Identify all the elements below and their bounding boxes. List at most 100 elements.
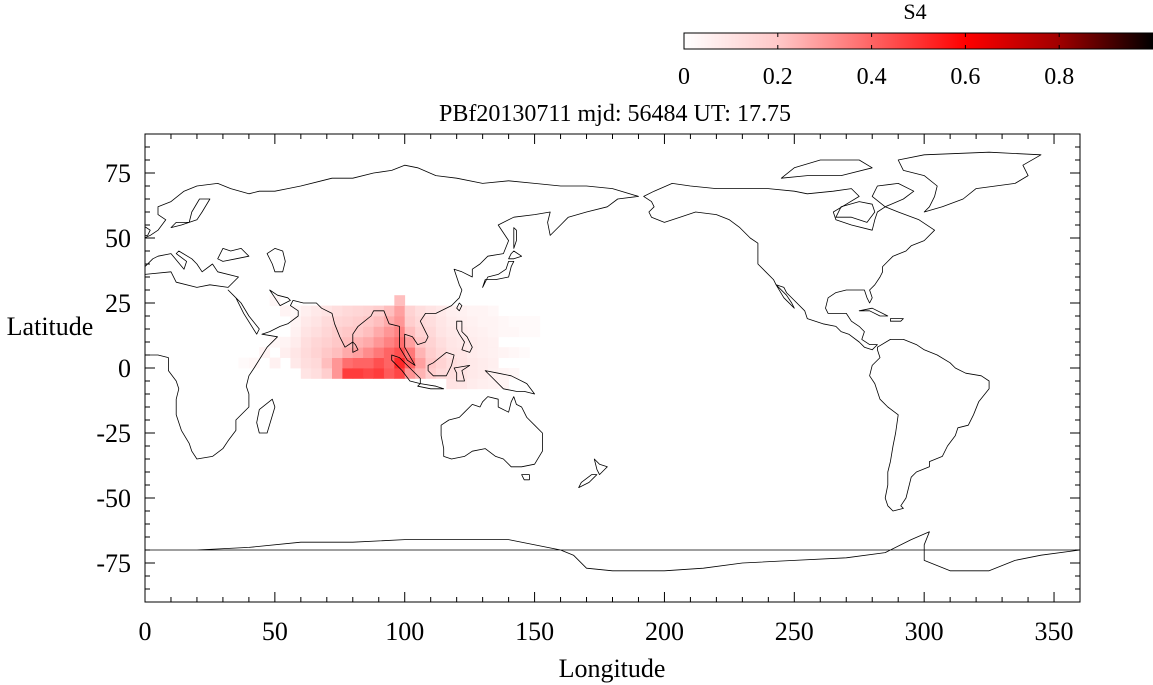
heatmap-cell [498,326,510,338]
y-tick-label: -75 [96,549,131,578]
y-axis-label: Latitude [7,312,94,341]
coastline-caspian [266,247,286,273]
heatmap-cell [404,316,416,327]
y-tick-label: -25 [96,419,131,448]
coastline-tasmania [521,474,530,481]
coastline-hudson [835,201,876,223]
heatmap-cell [415,368,426,379]
heatmap-cell [425,336,437,348]
heatmap-cell [456,347,468,358]
heatmap-cell [508,347,520,358]
plot-area [145,134,1080,602]
heatmap-cell [404,368,416,379]
coastline-greenland [897,151,1042,213]
heatmap-cell [425,347,437,358]
coastline-australia [440,396,543,468]
heatmap-cell [311,336,323,348]
heatmap-cell [415,357,426,369]
heatmap-cell [456,378,468,390]
coastline-nz-north [593,458,608,476]
coastline-baja [775,284,795,309]
y-tick-label: 75 [105,159,131,188]
coastline-hispaniola [890,318,904,322]
heatmap-cell [456,305,468,317]
heatmap-cell [519,326,530,338]
heatmap-cell [373,316,385,327]
heatmap-cell [477,336,489,348]
colorbar-tick-label: 0.4 [857,64,887,90]
colorbar-tick-label: 0.2 [763,64,793,90]
heatmap-cell [383,316,395,327]
heatmap-cell [508,326,520,338]
coastlines [145,151,1080,572]
heatmap-cell [446,316,458,327]
heatmap-cell [352,357,364,369]
heatmap-cell [290,316,302,327]
heatmap-cell [487,316,499,327]
heatmap-cell [321,336,333,348]
x-tick-label: 100 [385,617,424,646]
heatmap-cell [519,347,530,358]
heatmap-cell [363,347,374,358]
heatmap-cell [332,316,343,327]
coastline-sulawesi [453,364,471,382]
heatmap-cell [352,305,364,317]
heatmap-cell [321,357,333,369]
heatmap-cell [363,368,374,379]
heatmap-cell [311,316,323,327]
heatmap-cell [269,295,281,306]
heatmap-cell [477,305,489,317]
heatmap-cell [415,347,426,358]
coastline-arctic-islands [780,159,873,179]
heatmap-cell [290,336,302,348]
heatmap-cell [415,336,426,348]
heatmap-cell [342,326,354,338]
coastline-sakhalin [513,227,517,249]
coastline-hokkaido [508,250,522,260]
heatmap-cell [373,326,385,338]
coastline-philippines [456,320,473,353]
x-tick-label: 150 [515,617,554,646]
heatmap-cell [435,326,447,338]
colorbar-tick-label: 0 [678,64,690,90]
coastline-java [417,383,445,390]
heatmap-cell [498,378,510,390]
heatmap-cell [373,357,385,369]
heatmap-cell [373,368,385,379]
coastline-north-america [643,182,935,351]
heatmap-cell [342,336,354,348]
heatmap-cell [332,305,343,317]
heatmap-cell [415,305,426,317]
heatmap-cell [425,316,437,327]
heatmap-cell [342,347,354,358]
heatmap-cell [467,368,478,379]
heatmap-cell [321,347,333,358]
heatmap-cell [446,305,458,317]
heatmap-cell [363,305,374,317]
y-tick-label: -50 [96,484,131,513]
heatmap-cell [467,357,478,369]
coastline-new-guinea [484,370,535,395]
heatmap-cell [467,305,478,317]
heatmap-cell [342,305,354,317]
heatmap-cell [383,368,395,379]
colorbar-tick-label: 0.8 [1044,64,1074,90]
coastline-south-america [869,338,990,512]
colorbar-tick-label: 0.6 [950,64,980,90]
heatmap-cell [487,378,499,390]
heatmap-cell [477,378,489,390]
heatmap-cell [280,336,291,348]
heatmap-cell [332,336,343,348]
heatmap-cell [404,357,416,369]
colorbar [683,32,1153,50]
heatmap-cell [300,316,312,327]
heatmap-cell [300,336,312,348]
heatmap-cell [300,326,312,338]
heatmap-cell [269,336,281,348]
heatmap-cell [435,336,447,348]
heatmap-cell [342,357,354,369]
coastline-red-sea [227,289,260,335]
heatmap-cell [477,316,489,327]
coastline-baltic [170,198,211,229]
